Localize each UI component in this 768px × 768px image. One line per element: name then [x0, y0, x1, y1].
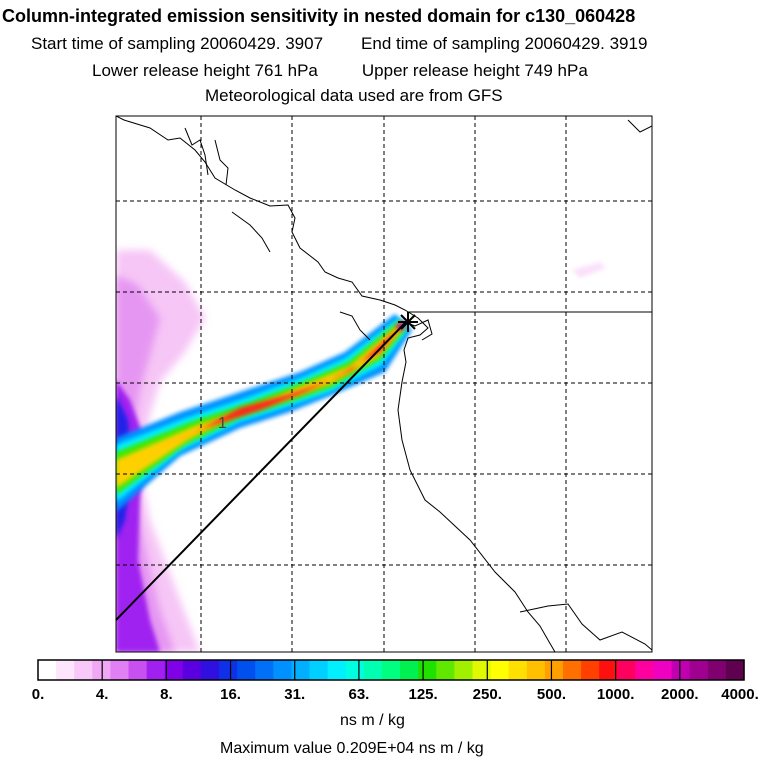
- colorbar-cell: [200, 660, 220, 680]
- colorbar-cell: [581, 660, 600, 680]
- colorbar-cell: [182, 660, 202, 680]
- colorbar-tick-label: 8.: [160, 686, 173, 703]
- maximum-value-label: Maximum value 0.209E+04 ns m / kg: [220, 740, 484, 757]
- colorbar-cell: [400, 660, 419, 680]
- colorbar-cell: [454, 660, 474, 680]
- colorbar-cell: [635, 660, 655, 680]
- colorbar-cell: [671, 660, 691, 680]
- upper-release-label: Upper release height 749 hPa: [361, 61, 588, 80]
- release-point-marker: [398, 312, 418, 332]
- colorbar-cell: [544, 660, 564, 680]
- haze-patch-right: [572, 262, 606, 278]
- colorbar-tick-label: 31.: [284, 686, 306, 703]
- colorbar-cell: [74, 660, 93, 680]
- colorbar-tick-label: 4000.: [721, 686, 759, 703]
- colorbar-cell: [472, 660, 492, 680]
- grid-lines: [116, 116, 652, 652]
- colorbar-cell: [38, 660, 57, 680]
- colorbar-cell: [562, 660, 582, 680]
- colorbar-tick-label: 250.: [472, 686, 502, 703]
- colorbar-tick-label: 16.: [220, 686, 241, 703]
- colorbar-cell: [707, 660, 727, 680]
- colorbar-cell: [309, 660, 329, 680]
- colorbar-cell: [599, 660, 618, 680]
- start-time-label: Start time of sampling 20060429. 3907: [31, 34, 324, 53]
- colorbar-cell: [526, 660, 546, 680]
- colorbar-cell: [273, 660, 293, 680]
- colorbar-cell: [689, 660, 709, 680]
- colorbar-tick-label: 2000.: [661, 686, 699, 703]
- chart-title: Column-integrated emission sensitivity i…: [2, 6, 636, 26]
- colorbar-cell: [436, 660, 455, 680]
- colorbar-cell: [237, 660, 256, 680]
- colorbar-tick-label: 500.: [536, 686, 567, 703]
- colorbar-tick-label: 63.: [348, 686, 370, 703]
- colorbar-cell: [490, 660, 510, 680]
- colorbar-cell: [418, 660, 437, 680]
- lower-release-label: Lower release height 761 hPa: [92, 61, 318, 80]
- colorbar-cell: [291, 660, 311, 680]
- met-data-label: Meteorological data used are from GFS: [205, 86, 503, 105]
- map-frame: [115, 115, 653, 653]
- colorbar-units: ns m / kg: [340, 712, 405, 729]
- colorbar-cell: [327, 660, 347, 680]
- plume-number-label: 1: [218, 415, 227, 432]
- sensitivity-field: [116, 250, 606, 652]
- colorbar-cell: [110, 660, 130, 680]
- colorbar-cell: [56, 660, 75, 680]
- colorbar-cell: [363, 660, 383, 680]
- sampling-times: Start time of sampling 20060429. 3907 End…: [31, 34, 647, 54]
- colorbar-cell: [653, 660, 673, 680]
- trajectory-line: [115, 319, 409, 621]
- colorbar-tick-label: 1000.: [596, 686, 635, 703]
- colorbar-cell: [146, 660, 166, 680]
- colorbar-cell: [164, 660, 184, 680]
- colorbar-cell: [128, 660, 148, 680]
- colorbar-cell: [725, 660, 745, 680]
- colorbar-cell: [345, 660, 365, 680]
- end-time-label: End time of sampling 20060429. 3919: [361, 34, 648, 53]
- release-heights: Lower release height 761 hPa Upper releas…: [92, 61, 588, 81]
- colorbar-cell: [617, 660, 636, 680]
- colorbar-frame: [37, 659, 745, 681]
- colorbar: [38, 660, 745, 680]
- colorbar-cell: [255, 660, 274, 680]
- colorbar-cell: [381, 660, 401, 680]
- colorbar-cell: [508, 660, 528, 680]
- colorbar-tick-label: 125.: [408, 686, 438, 703]
- colorbar-tick-label: 0.: [31, 686, 45, 703]
- colorbar-cell: [219, 660, 238, 680]
- colorbar-tick-label: 4.: [95, 686, 109, 703]
